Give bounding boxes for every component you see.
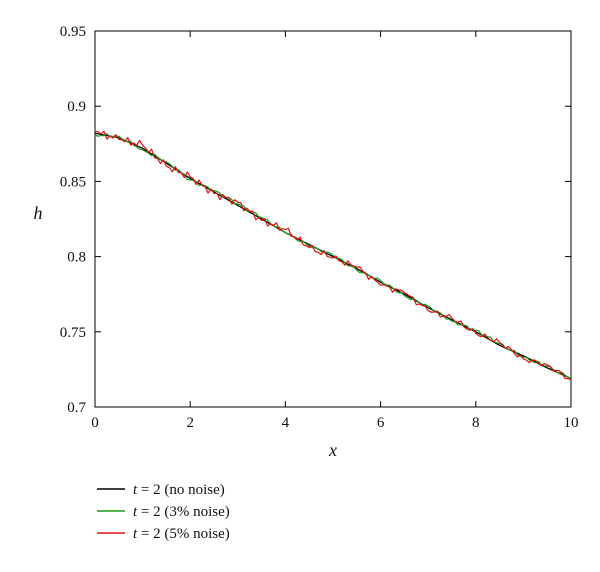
y-tick-label: 0.95 — [60, 24, 86, 40]
x-axis-label: x — [328, 440, 337, 460]
legend-label: t = 2 (5% noise) — [133, 526, 230, 542]
x-tick-label: 10 — [564, 415, 579, 431]
y-tick-label: 0.75 — [60, 325, 86, 341]
plot-area — [94, 30, 572, 408]
x-tick-label: 0 — [91, 415, 99, 431]
series-lines — [94, 130, 572, 381]
legend: t = 2 (no noise) t = 2 (3% noise) t = 2 (5… — [97, 482, 230, 542]
legend-label: t = 2 (3% noise) — [133, 504, 230, 520]
y-tick-label: 0.9 — [67, 99, 86, 115]
legend-label: t = 2 (no noise) — [133, 482, 225, 498]
axis-ticks — [94, 30, 572, 408]
x-tick-label: 6 — [377, 415, 385, 431]
axis-tick-labels: 0 2 4 6 8 10 0.7 0.75 0.8 0.85 0.9 0.95 — [60, 24, 579, 431]
x-tick-label: 4 — [282, 415, 290, 431]
y-axis-label: h — [34, 203, 43, 223]
y-tick-label: 0.8 — [67, 250, 86, 266]
y-tick-label: 0.85 — [60, 174, 86, 190]
x-tick-label: 8 — [472, 415, 480, 431]
series-line-5pct-noise — [94, 130, 572, 381]
x-tick-label: 2 — [186, 415, 194, 431]
y-tick-label: 0.7 — [67, 400, 86, 416]
